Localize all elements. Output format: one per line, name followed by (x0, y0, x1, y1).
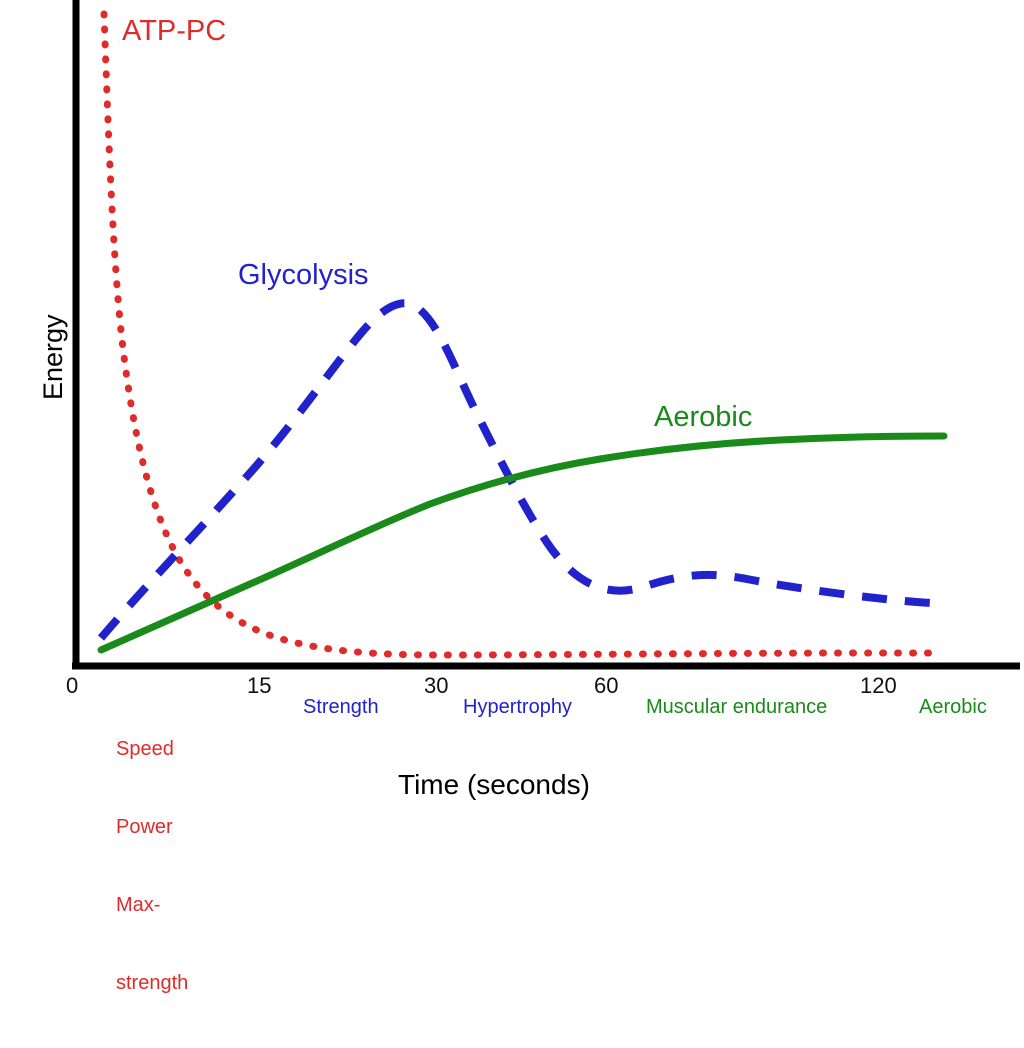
zone-label-hypertrophy: Hypertrophy (463, 696, 572, 718)
zone-label-aerobic: Aerobic (919, 696, 987, 718)
series-label-atp-pc: ATP-PC (122, 15, 227, 47)
x-tick-label-60: 60 (594, 673, 619, 698)
x-tick-label-15: 15 (247, 673, 272, 698)
zone-label-speed-power-max-strength: Speed Power Max- strength (116, 684, 188, 1048)
zone-label-muscular-endurance: Muscular endurance (646, 696, 828, 718)
chart-plot-area (72, 0, 1020, 670)
series-line-glycolysis (97, 299, 945, 641)
zone-line-speed: Speed (116, 738, 174, 760)
zone-label-strength: Strength (303, 696, 379, 718)
x-tick-label-0: 0 (66, 673, 79, 698)
x-axis-title: Time (seconds) (398, 769, 590, 800)
x-tick-label-30: 30 (424, 673, 449, 698)
x-tick-label-120: 120 (860, 673, 897, 698)
energy-systems-chart: Energy ATP-PC Glycolysis Aerobic 0 15 30… (38, 0, 1020, 994)
series-line-atp-pc (100, 10, 946, 659)
zone-line-strength: strength (116, 972, 189, 994)
series-line-aerobic (97, 432, 948, 654)
series-label-aerobic: Aerobic (654, 401, 753, 433)
series-label-glycolysis: Glycolysis (238, 259, 369, 291)
zone-line-max: Max- (116, 894, 161, 916)
zone-line-power: Power (116, 816, 173, 838)
y-axis-title: Energy (38, 314, 68, 400)
